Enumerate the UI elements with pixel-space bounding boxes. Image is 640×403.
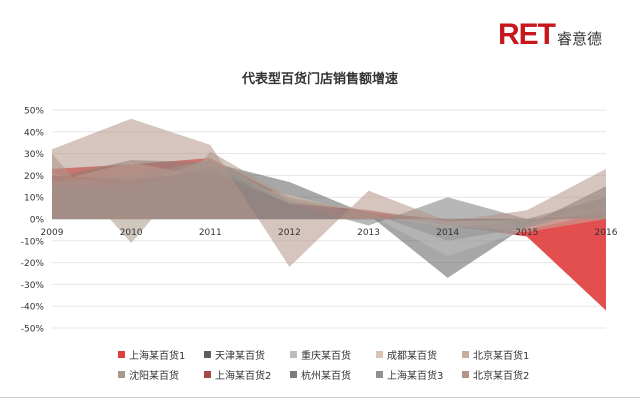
chart-title: 代表型百货门店销售额增速 xyxy=(241,72,398,87)
legend-swatch xyxy=(290,351,297,358)
y-tick-label: -30% xyxy=(21,281,45,291)
legend-swatch xyxy=(376,371,383,378)
legend-swatch xyxy=(204,371,211,378)
legend-swatch xyxy=(462,371,469,378)
x-tick-label: 2016 xyxy=(595,228,618,238)
x-tick-label: 2014 xyxy=(436,228,459,238)
y-tick-label: 10% xyxy=(24,194,44,204)
legend-swatch xyxy=(118,351,125,358)
area-chart: 50% 40% 30% 20% 10% 0% -10% -20% -30% -40% -50% 20… xyxy=(21,107,618,335)
legend-swatch xyxy=(204,351,211,358)
series-area xyxy=(52,118,606,267)
x-tick-label: 2012 xyxy=(278,228,301,238)
series-areas xyxy=(52,118,606,311)
legend-label: 上海某百货1 xyxy=(129,351,186,362)
legend-label: 天津某百货 xyxy=(215,351,265,362)
ret-logo: RET 睿意德 xyxy=(498,18,602,52)
legend-item: 上海某百货3 xyxy=(376,367,462,382)
y-tick-label: 20% xyxy=(24,172,44,182)
footer-divider xyxy=(0,397,640,398)
legend-swatch xyxy=(290,371,297,378)
legend-label: 重庆某百货 xyxy=(301,351,351,362)
x-tick-label: 2013 xyxy=(357,228,380,238)
x-tick-label: 2009 xyxy=(41,228,64,238)
legend-swatch xyxy=(118,371,125,378)
logo-mark: RET xyxy=(498,18,556,51)
legend-item: 北京某百货2 xyxy=(462,367,548,382)
y-tick-label: 30% xyxy=(24,150,44,160)
legend-item: 天津某百货 xyxy=(204,347,290,362)
legend-label: 沈阳某百货 xyxy=(129,371,179,382)
y-tick-label: 50% xyxy=(24,107,44,117)
y-axis-labels: 50% 40% 30% 20% 10% 0% -10% -20% -30% -40% -50% xyxy=(21,107,45,335)
y-tick-label: -20% xyxy=(21,259,45,269)
x-tick-label: 2015 xyxy=(515,228,538,238)
x-axis-labels: 2009 2010 2011 2012 2013 2014 2015 2016 xyxy=(41,228,618,238)
y-tick-label: 40% xyxy=(24,128,44,138)
legend-label: 北京某百货1 xyxy=(473,351,530,362)
legend-label: 北京某百货2 xyxy=(473,371,530,382)
legend-item: 成都某百货 xyxy=(376,347,462,362)
gridlines xyxy=(52,109,606,329)
legend-label: 成都某百货 xyxy=(387,351,437,362)
legend: 上海某百货1 天津某百货 重庆某百货 成都某百货 北京某百货1 沈阳某百货 上海某百货2 杭州… xyxy=(118,347,548,382)
legend-item: 上海某百货2 xyxy=(204,367,290,382)
legend-label: 杭州某百货 xyxy=(301,371,351,382)
y-tick-label: -40% xyxy=(21,303,45,313)
x-tick-label: 2010 xyxy=(120,228,143,238)
legend-item: 沈阳某百货 xyxy=(118,367,204,382)
legend-swatch xyxy=(462,351,469,358)
legend-item: 杭州某百货 xyxy=(290,367,376,382)
y-tick-label: 0% xyxy=(30,216,45,226)
y-tick-label: -10% xyxy=(21,237,45,247)
y-tick-label: -50% xyxy=(21,325,45,335)
legend-label: 上海某百货3 xyxy=(387,371,444,382)
legend-item: 上海某百货1 xyxy=(118,347,204,362)
logo-subtitle: 睿意德 xyxy=(557,30,603,48)
legend-swatch xyxy=(376,351,383,358)
legend-item: 重庆某百货 xyxy=(290,347,376,362)
x-tick-label: 2011 xyxy=(199,228,222,238)
legend-item: 北京某百货1 xyxy=(462,347,548,362)
legend-label: 上海某百货2 xyxy=(215,371,272,382)
